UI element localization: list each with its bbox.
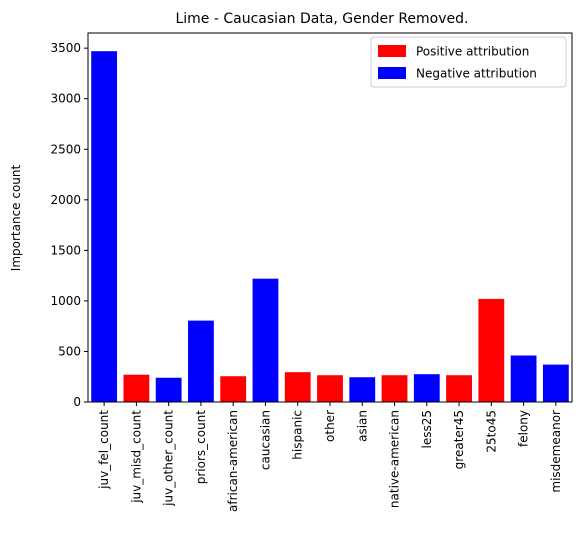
bar-juv_fel_count <box>91 51 118 402</box>
bar-asian <box>349 377 376 402</box>
chart-title: Lime - Caucasian Data, Gender Removed. <box>175 11 468 27</box>
bar-african-american <box>220 376 247 402</box>
x-tick-label: juv_misd_count <box>129 410 143 504</box>
y-tick-label: 2000 <box>50 193 81 207</box>
bar-25to45 <box>478 298 505 402</box>
bar-priors_count <box>188 320 214 402</box>
legend-frame <box>370 36 567 88</box>
x-tick-label: misdemeanor <box>549 410 563 493</box>
x-tick-label: caucasian <box>258 410 272 470</box>
x-tick-label: hispanic <box>291 410 305 460</box>
bar-native-american <box>381 375 408 402</box>
y-axis-label: Importance count <box>9 164 23 271</box>
legend-swatch-positive <box>378 45 406 57</box>
bars-layer <box>91 51 569 402</box>
x-tick-label: felony <box>517 410 531 447</box>
bar-less25 <box>413 374 440 402</box>
x-tick-label: less25 <box>420 410 434 449</box>
y-axis: 0 500 1000 1500 2000 2500 3000 3500 <box>50 41 88 409</box>
y-tick-label: 1500 <box>50 243 81 257</box>
legend: Positive attribution Negative attribution <box>370 36 567 88</box>
legend-swatch-negative <box>378 67 406 79</box>
x-tick-label: juv_fel_count <box>97 410 111 490</box>
bar-greater45 <box>446 375 472 402</box>
x-tick-label: asian <box>355 410 369 442</box>
x-tick-label: other <box>323 410 337 442</box>
y-tick-label: 1000 <box>50 294 81 308</box>
bar-caucasian <box>252 278 279 402</box>
bar-other <box>317 375 343 402</box>
bar-juv_misd_count <box>123 374 150 402</box>
legend-label-positive: Positive attribution <box>416 45 529 59</box>
y-tick-label: 500 <box>58 344 81 358</box>
bar-felony <box>510 355 537 402</box>
y-tick-label: 0 <box>73 395 81 409</box>
x-tick-label: priors_count <box>194 410 208 485</box>
x-tick-label: juv_other_count <box>162 410 176 507</box>
bar-juv_other_count <box>155 377 182 402</box>
bar-misdemeanor <box>542 364 569 402</box>
x-tick-label: african-american <box>226 410 240 512</box>
x-tick-label: 25to45 <box>484 410 498 453</box>
x-tick-label: native-american <box>388 410 402 508</box>
x-axis: juv_fel_count juv_misd_count juv_other_cou… <box>97 402 563 512</box>
bar-hispanic <box>284 372 311 402</box>
plot-frame <box>87 32 573 403</box>
x-tick-label: greater45 <box>452 410 466 469</box>
y-tick-label: 2500 <box>50 142 81 156</box>
legend-label-negative: Negative attribution <box>416 67 537 81</box>
y-tick-label: 3000 <box>50 92 81 106</box>
y-tick-label: 3500 <box>50 41 81 55</box>
